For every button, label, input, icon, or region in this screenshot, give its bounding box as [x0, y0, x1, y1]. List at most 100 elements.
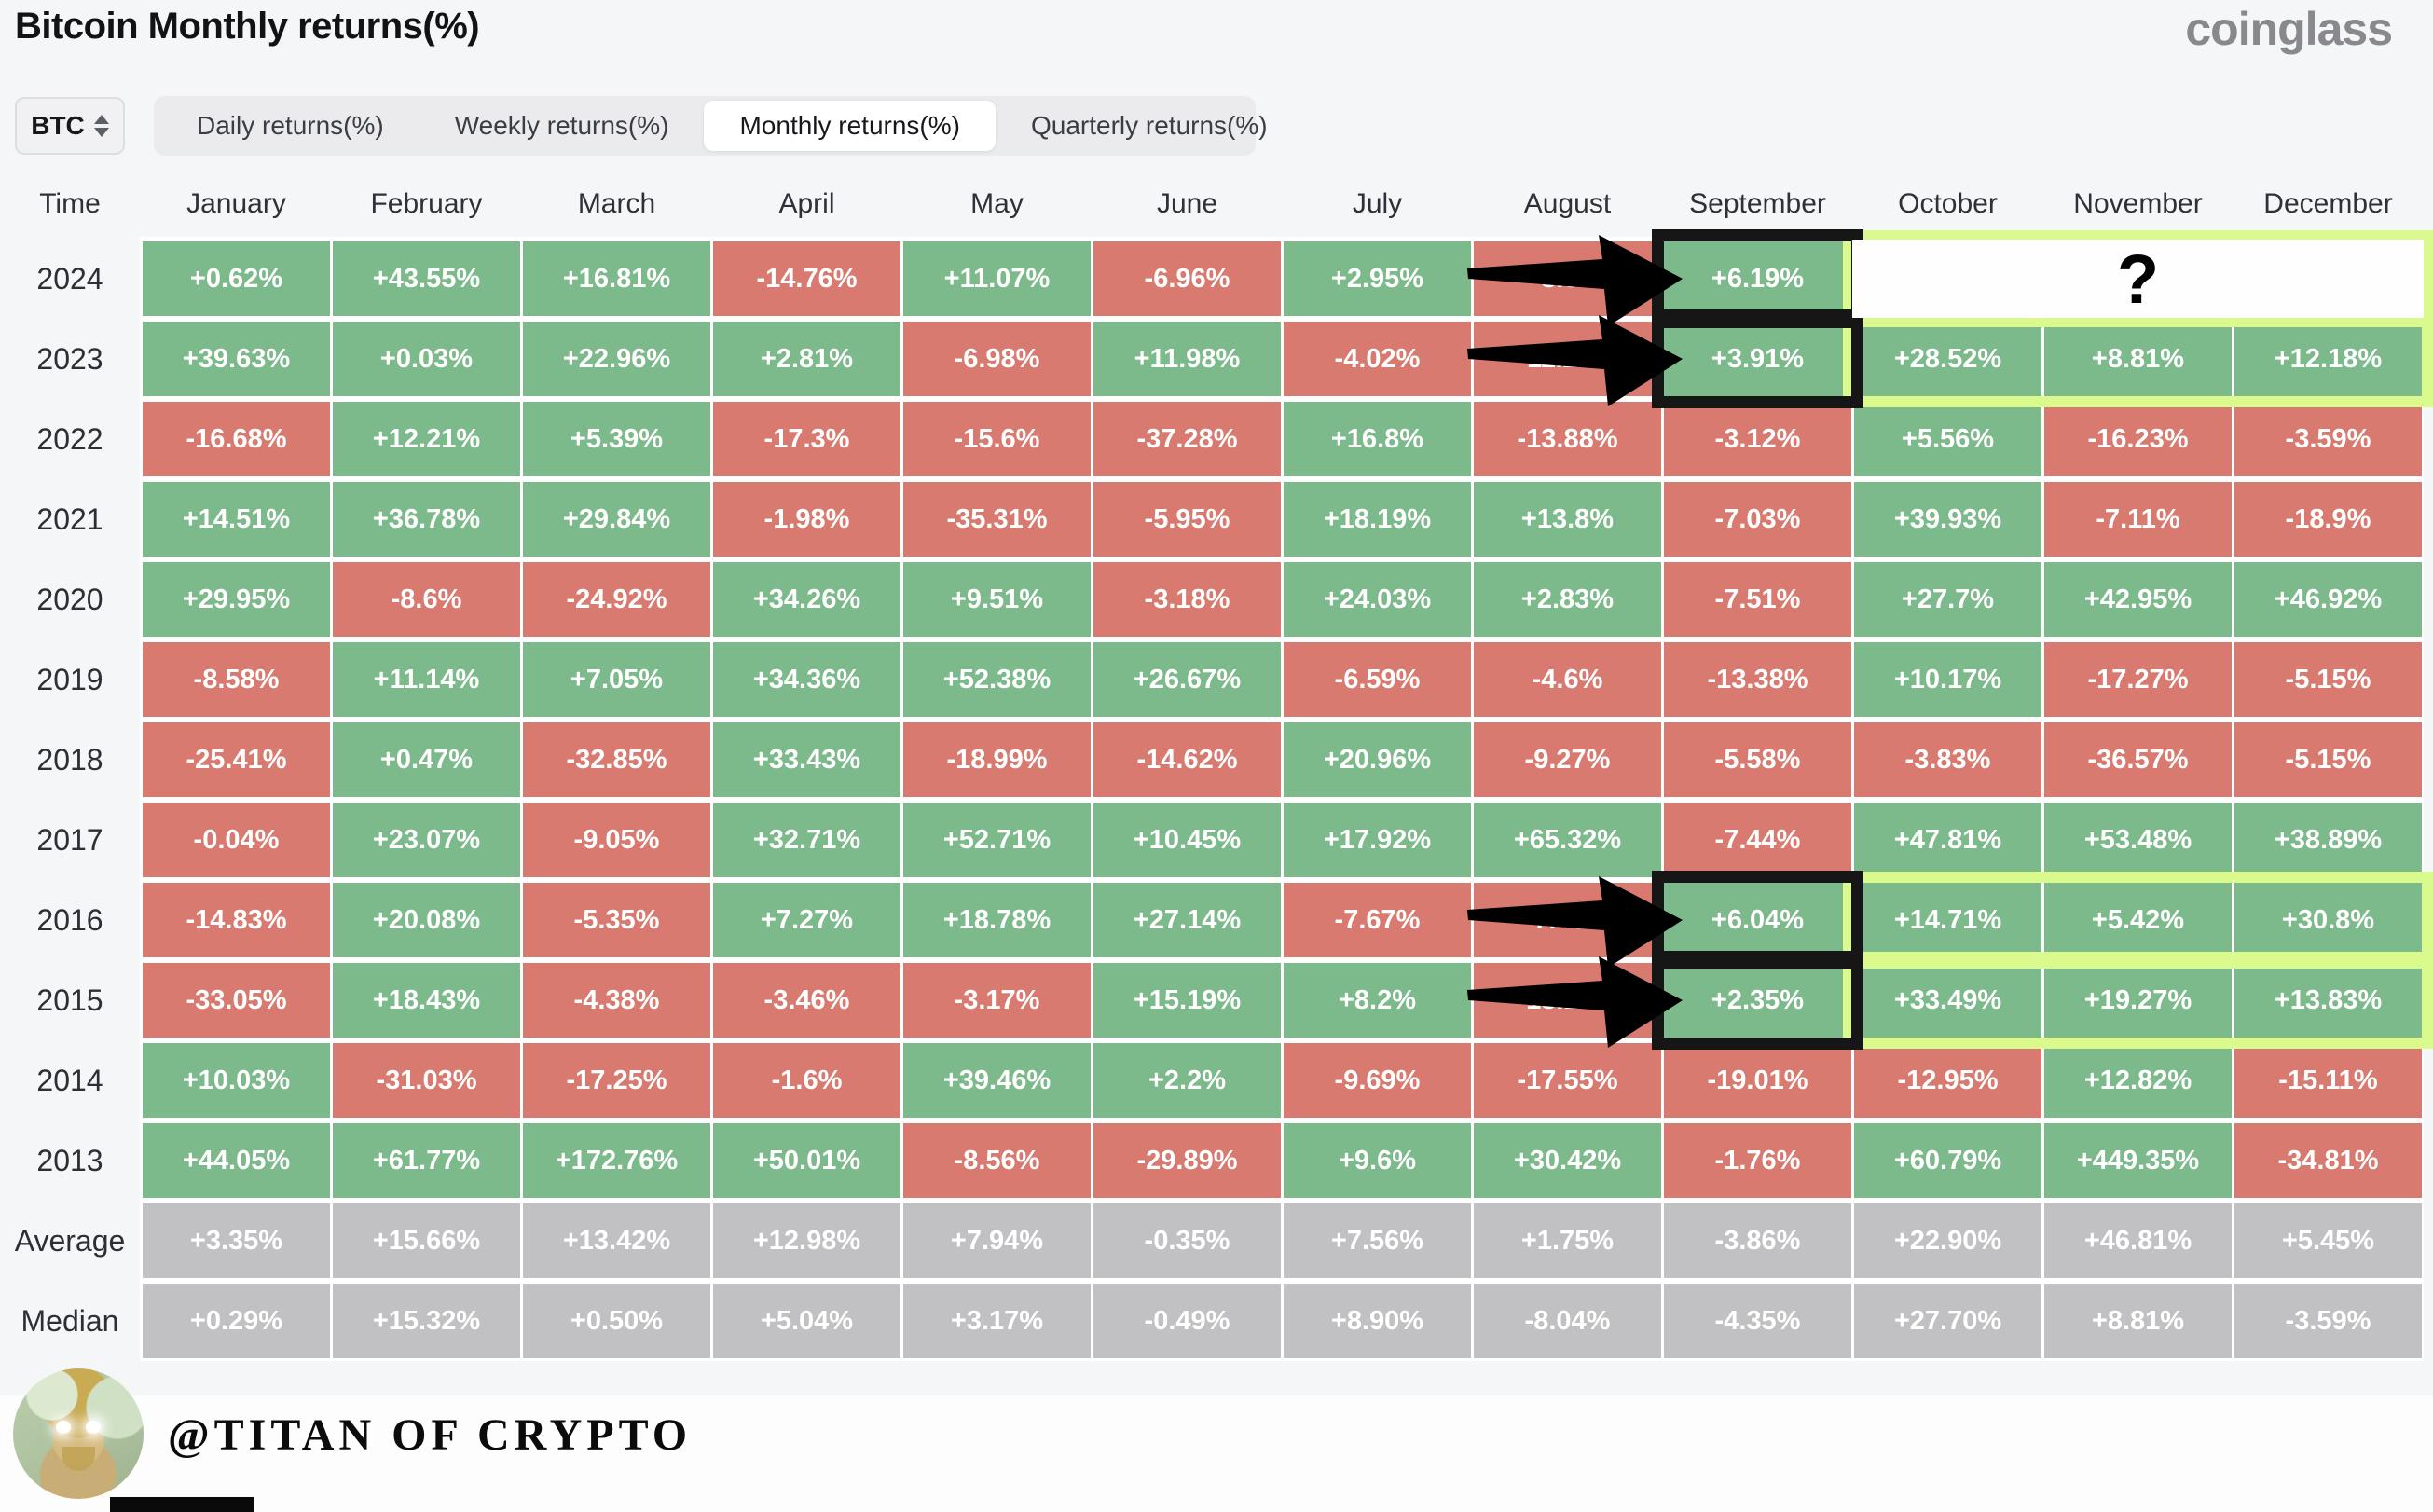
return-cell: +43.55%: [333, 241, 520, 316]
return-cell: +2.95%: [1284, 241, 1471, 316]
footer-background: [0, 1395, 2433, 1512]
returns-tab-bar: Daily returns(%) Weekly returns(%) Month…: [154, 96, 1268, 156]
month-header-may: May: [970, 188, 1024, 219]
time-column-header: Time: [39, 188, 101, 219]
return-cell: +8.2%: [1284, 963, 1471, 1038]
return-cell: +8.81%: [2044, 1284, 2232, 1358]
return-cell: +3.17%: [903, 1284, 1091, 1358]
return-cell: -1.6%: [713, 1043, 900, 1118]
return-cell: -1.76%: [1664, 1123, 1851, 1198]
return-cell: -3.83%: [1854, 722, 2041, 797]
table-background: [140, 237, 2424, 1361]
return-cell: +10.03%: [143, 1043, 330, 1118]
tab-weekly-returns[interactable]: Weekly returns(%): [454, 111, 669, 140]
return-cell: -3.59%: [2234, 1284, 2422, 1358]
return-cell: +50.01%: [713, 1123, 900, 1198]
highlight-box-lime: [1843, 952, 2433, 1049]
coinglass-logo: coinglass: [2185, 3, 2393, 55]
return-cell: -32.85%: [523, 722, 710, 797]
tab-monthly-returns[interactable]: Monthly returns(%): [704, 101, 996, 151]
month-header-march: March: [577, 188, 656, 219]
return-cell: +34.26%: [713, 562, 900, 637]
return-cell: -6.98%: [903, 322, 1091, 396]
return-cell: +23.07%: [333, 803, 520, 877]
arrow-icon: [1464, 306, 1693, 417]
highlight-box-black: [1652, 951, 1863, 1050]
return-cell: -5.58%: [1664, 722, 1851, 797]
return-cell: +14.51%: [143, 482, 330, 557]
highlight-box-black: [1652, 309, 1863, 408]
return-cell: +13.83%: [2234, 963, 2422, 1038]
symbol-selector[interactable]: BTC: [15, 97, 125, 155]
return-cell: +7.94%: [903, 1203, 1091, 1278]
month-header-august: August: [1523, 188, 1612, 219]
return-cell: -17.55%: [1474, 1043, 1661, 1118]
return-cell: +0.62%: [143, 241, 330, 316]
tab-daily-returns[interactable]: Daily returns(%): [197, 111, 384, 140]
return-cell: -3.59%: [2234, 402, 2422, 476]
return-cell: +39.93%: [1854, 482, 2041, 557]
month-header-february: February: [370, 188, 483, 219]
return-cell: -6.59%: [1284, 642, 1471, 717]
return-cell: +28.52%: [1854, 322, 2041, 396]
return-cell: +46.92%: [2234, 562, 2422, 637]
month-header-june: June: [1156, 188, 1218, 219]
return-cell: +14.71%: [1854, 883, 2041, 957]
return-cell: +10.17%: [1854, 642, 2041, 717]
return-cell: +52.38%: [903, 642, 1091, 717]
return-cell: +15.19%: [1093, 963, 1281, 1038]
return-cell: -16.23%: [2044, 402, 2232, 476]
return-cell: -0.35%: [1093, 1203, 1281, 1278]
return-cell: +7.56%: [1284, 1203, 1471, 1278]
return-cell: -4.38%: [523, 963, 710, 1038]
return-cell: -5.15%: [2234, 642, 2422, 717]
row-label-2020: 2020: [36, 582, 103, 616]
return-cell: +32.71%: [713, 803, 900, 877]
return-cell: +0.47%: [333, 722, 520, 797]
month-header-january: January: [186, 188, 286, 219]
row-label-median: Median: [21, 1303, 119, 1338]
return-cell: -3.17%: [903, 963, 1091, 1038]
return-cell: +33.49%: [1854, 963, 2041, 1038]
return-cell: +449.35%: [2044, 1123, 2232, 1198]
return-cell: -19.01%: [1664, 1043, 1851, 1118]
return-cell: +29.95%: [143, 562, 330, 637]
return-cell: +27.7%: [1854, 562, 2041, 637]
return-cell: +24.03%: [1284, 562, 1471, 637]
return-cell: -31.03%: [333, 1043, 520, 1118]
return-cell: -8.04%: [1474, 1284, 1661, 1358]
return-cell: +39.46%: [903, 1043, 1091, 1118]
return-cell: +12.18%: [2234, 322, 2422, 396]
glowing-eye-icon: [56, 1421, 71, 1434]
highlight-box-lime: [1843, 310, 2433, 407]
row-label-2017: 2017: [36, 822, 103, 857]
return-cell: +7.27%: [713, 883, 900, 957]
return-cell: -5.15%: [2234, 722, 2422, 797]
return-cell: +27.14%: [1093, 883, 1281, 957]
return-cell: -7.67%: [1284, 883, 1471, 957]
return-cell: -9.05%: [523, 803, 710, 877]
return-cell: +2.35%: [1664, 963, 1851, 1038]
return-cell: +7.05%: [523, 642, 710, 717]
tab-quarterly-returns[interactable]: Quarterly returns(%): [1030, 111, 1268, 140]
month-header-october: October: [1898, 188, 1998, 219]
return-cell: +22.90%: [1854, 1203, 2041, 1278]
return-cell: +16.8%: [1284, 402, 1471, 476]
return-cell: +47.81%: [1854, 803, 2041, 877]
return-cell: +9.6%: [1284, 1123, 1471, 1198]
beard-shape: [62, 1447, 95, 1471]
return-cell: +60.79%: [1854, 1123, 2041, 1198]
return-cell: +46.81%: [2044, 1203, 2232, 1278]
row-label-2014: 2014: [36, 1063, 103, 1097]
return-cell: -4.35%: [1664, 1284, 1851, 1358]
return-cell: -35.31%: [903, 482, 1091, 557]
return-cell: -8.58%: [143, 642, 330, 717]
return-cell: -16.68%: [143, 402, 330, 476]
month-header-april: April: [778, 188, 835, 219]
return-cell: +12.21%: [333, 402, 520, 476]
row-label-2013: 2013: [36, 1143, 103, 1177]
avatar[interactable]: [13, 1368, 144, 1499]
return-cell: -24.92%: [523, 562, 710, 637]
return-cell: -37.28%: [1093, 402, 1281, 476]
return-cell: +6.19%: [1664, 241, 1851, 316]
